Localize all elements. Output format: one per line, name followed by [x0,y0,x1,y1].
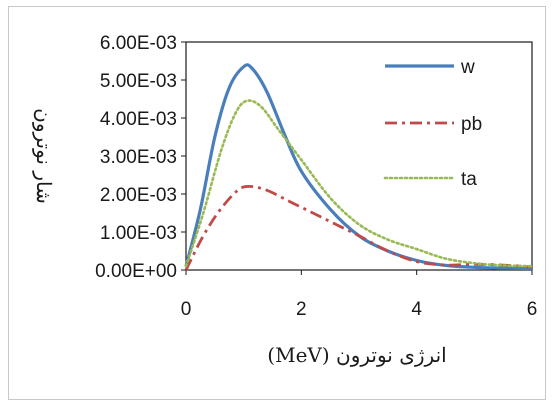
y-axis-ticks: 0.00E+00 1.00E-03 2.00E-03 3.00E-03 4.00E-03… [95,33,186,282]
y-tick-label: 6.00E-03 [100,33,177,54]
y-tick-label: 0.00E+00 [95,261,177,282]
series-line-ta [184,99,534,268]
x-tick-label: 2 [296,299,307,320]
y-tick-label: 4.00E-03 [100,109,177,130]
y-tick-label: 2.00E-03 [100,185,177,206]
x-axis-title: انرژی نوترون (MeV) [267,343,446,367]
legend-label-w: w [460,57,475,78]
x-tick-label: 6 [527,299,538,320]
x-tick-label: 4 [411,299,422,320]
legend-label-pb: pb [461,114,482,135]
legend-label-ta: ta [461,169,477,190]
y-tick-label: 5.00E-03 [100,71,177,92]
y-axis-title: شار نوترون [32,108,56,204]
plot-area [185,41,533,271]
x-tick-label: 0 [181,299,192,320]
legend: w pb ta [383,57,482,190]
series-layer [184,63,534,271]
y-tick-label: 3.00E-03 [100,147,177,168]
x-axis-ticks: 0 2 4 6 [181,270,538,320]
series-line-pb [184,184,533,271]
y-tick-label: 1.00E-03 [100,223,177,244]
